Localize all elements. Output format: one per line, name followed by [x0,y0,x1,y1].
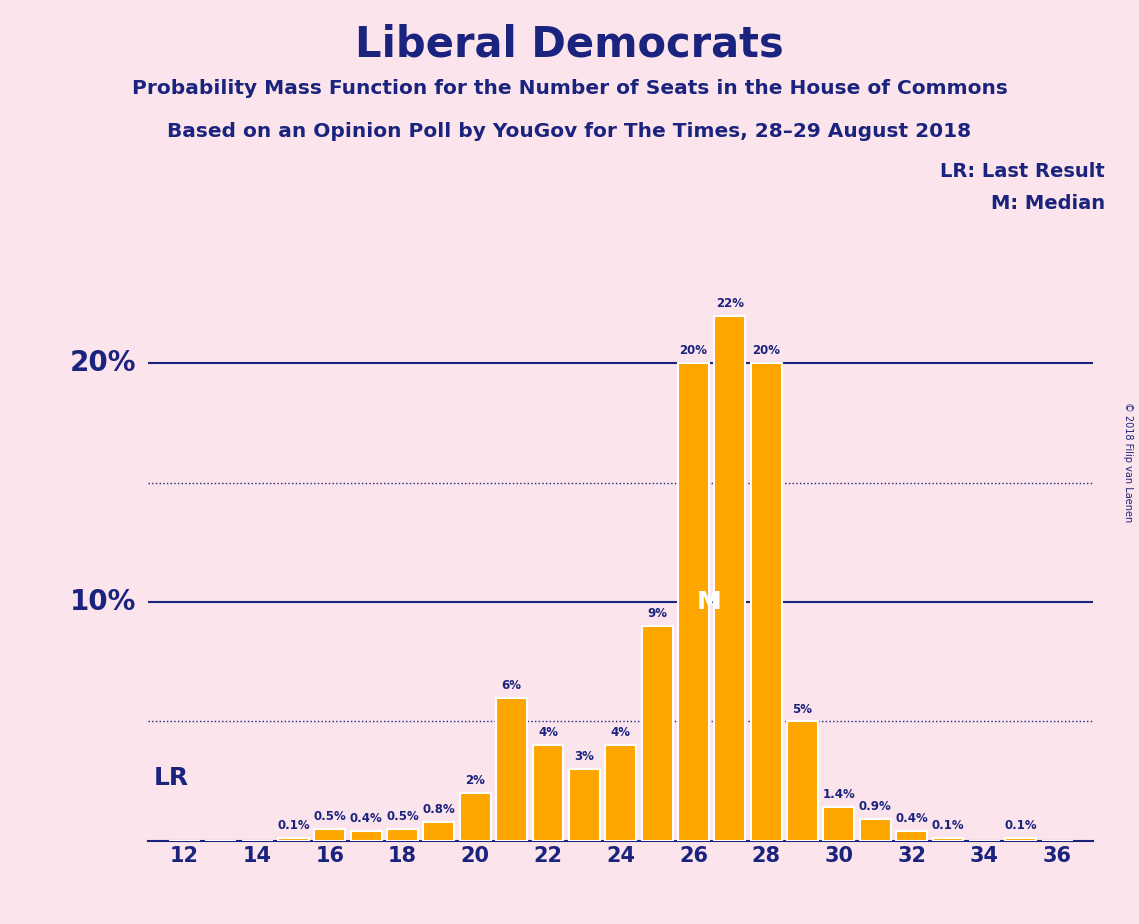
Text: 0.5%: 0.5% [313,810,346,823]
Bar [641,626,672,841]
Text: Based on an Opinion Poll by YouGov for The Times, 28–29 August 2018: Based on an Opinion Poll by YouGov for T… [167,122,972,141]
Text: LR: Last Result: LR: Last Result [940,162,1105,181]
Text: 0.1%: 0.1% [1005,820,1036,833]
Text: 0.5%: 0.5% [386,810,419,823]
Bar [424,821,454,841]
Text: 0.4%: 0.4% [895,812,928,825]
Bar [751,363,781,841]
Text: 22%: 22% [715,297,744,310]
Bar [533,746,564,841]
Text: 20%: 20% [752,345,780,358]
Bar [823,808,854,841]
Bar [460,793,491,841]
Text: 9%: 9% [647,607,667,620]
Text: 5%: 5% [793,702,812,715]
Bar [860,820,891,841]
Text: Probability Mass Function for the Number of Seats in the House of Commons: Probability Mass Function for the Number… [132,79,1007,98]
Text: 0.8%: 0.8% [423,803,456,816]
Bar [570,769,600,841]
Text: 0.1%: 0.1% [932,820,965,833]
Bar [351,832,382,841]
Text: 20%: 20% [680,345,707,358]
Bar [1006,838,1036,841]
Text: 0.9%: 0.9% [859,800,892,813]
Bar [714,316,745,841]
Bar [387,829,418,841]
Bar [678,363,708,841]
Text: 0.1%: 0.1% [277,820,310,833]
Text: 0.4%: 0.4% [350,812,383,825]
Text: 1.4%: 1.4% [822,788,855,801]
Bar [787,722,818,841]
Bar [933,838,964,841]
Text: LR: LR [154,766,189,790]
Text: 3%: 3% [574,750,595,763]
Text: 20%: 20% [71,349,137,377]
Text: 6%: 6% [501,678,522,692]
Bar [497,698,527,841]
Bar [605,746,637,841]
Bar [278,838,309,841]
Text: 4%: 4% [538,726,558,739]
Text: M: M [697,590,722,614]
Text: M: Median: M: Median [991,194,1105,213]
Text: © 2018 Filip van Laenen: © 2018 Filip van Laenen [1123,402,1133,522]
Text: 2%: 2% [466,774,485,787]
Text: 10%: 10% [71,589,137,616]
Bar [314,829,345,841]
Bar [896,832,927,841]
Text: Liberal Democrats: Liberal Democrats [355,23,784,65]
Text: 4%: 4% [611,726,631,739]
